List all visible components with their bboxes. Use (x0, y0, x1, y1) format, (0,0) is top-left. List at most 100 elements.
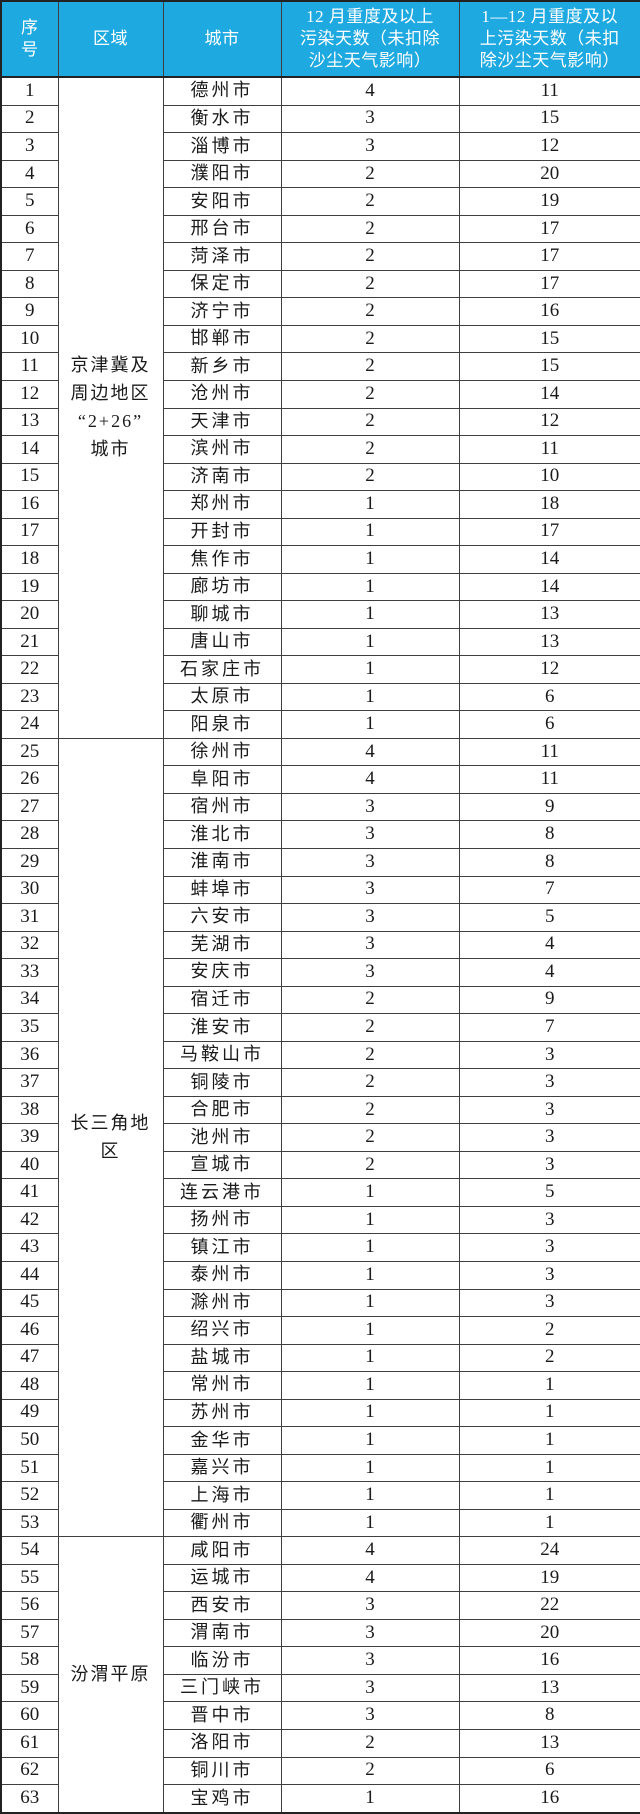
city-cell: 扬州市 (162, 1205, 282, 1235)
table-row: 51 嘉兴市 1 1 (0, 1453, 640, 1483)
table-row: 8 保定市 2 17 (0, 269, 640, 299)
serial-cell: 9 (0, 297, 59, 326)
city-cell: 镇江市 (162, 1233, 282, 1262)
serial-cell: 31 (0, 903, 59, 932)
dec-days-cell: 1 (280, 1260, 460, 1290)
annual-days-cell: 3 (458, 1068, 640, 1097)
annual-days-cell: 3 (458, 1233, 640, 1262)
annual-days-cell: 17 (458, 214, 640, 244)
city-cell: 菏泽市 (162, 242, 282, 271)
city-cell: 德州市 (162, 76, 282, 106)
city-cell: 宿州市 (162, 792, 282, 822)
city-cell: 宣城市 (162, 1150, 282, 1180)
table-row: 15 济南市 2 10 (0, 462, 640, 492)
dec-days-cell: 3 (280, 820, 460, 849)
city-cell: 淮安市 (162, 1013, 282, 1042)
dec-days-cell: 2 (280, 352, 460, 381)
annual-days-cell: 8 (458, 820, 640, 849)
dec-days-cell: 1 (280, 1453, 460, 1483)
city-cell: 新乡市 (162, 352, 282, 381)
serial-cell: 40 (0, 1150, 59, 1180)
serial-cell: 11 (0, 352, 59, 381)
dec-days-cell: 1 (280, 490, 460, 519)
annual-days-cell: 12 (458, 407, 640, 437)
dec-days-cell: 3 (280, 1701, 460, 1730)
city-cell: 太原市 (162, 682, 282, 712)
dec-days-cell: 3 (280, 1646, 460, 1675)
annual-days-cell: 8 (458, 1701, 640, 1730)
annual-days-cell: 5 (458, 1178, 640, 1207)
city-cell: 马鞍山市 (162, 1040, 282, 1070)
dec-days-cell: 1 (280, 682, 460, 712)
annual-days-cell: 4 (458, 958, 640, 987)
annual-days-cell: 1 (458, 1398, 640, 1428)
city-cell: 唐山市 (162, 627, 282, 657)
annual-days-cell: 14 (458, 545, 640, 574)
serial-cell: 34 (0, 985, 59, 1015)
serial-cell: 13 (0, 407, 59, 437)
table-row: 48 常州市 1 1 (0, 1371, 640, 1400)
table-row: 55 运城市 4 19 (0, 1563, 640, 1593)
annual-days-cell: 19 (458, 1563, 640, 1593)
serial-cell: 52 (0, 1481, 59, 1510)
annual-days-cell: 16 (458, 297, 640, 326)
dec-days-cell: 3 (280, 875, 460, 905)
table-header: 序 号 区域 城市 12 月重度及以上 污染天数（未扣除 沙尘天气影响） 1—1… (0, 0, 640, 78)
dec-days-cell: 2 (280, 407, 460, 437)
table-row: 33 安庆市 3 4 (0, 958, 640, 987)
annual-days-cell: 3 (458, 1095, 640, 1125)
serial-cell: 26 (0, 765, 59, 794)
dec-days-cell: 1 (280, 1426, 460, 1455)
table-row: 9 济宁市 2 16 (0, 297, 640, 326)
table-row: 45 滁州市 1 3 (0, 1288, 640, 1318)
annual-days-cell: 14 (458, 572, 640, 602)
city-cell: 郑州市 (162, 490, 282, 519)
city-cell: 咸阳市 (162, 1536, 282, 1565)
dec-days-cell: 3 (280, 132, 460, 161)
city-cell: 渭南市 (162, 1618, 282, 1648)
annual-days-cell: 11 (458, 435, 640, 464)
serial-cell: 4 (0, 159, 59, 189)
dec-days-cell: 3 (280, 903, 460, 932)
annual-days-cell: 11 (458, 76, 640, 106)
table-row: 13 天津市 2 12 (0, 407, 640, 437)
annual-days-cell: 3 (458, 1260, 640, 1290)
city-cell: 上海市 (162, 1481, 282, 1510)
col-header-dec-days: 12 月重度及以上 污染天数（未扣除 沙尘天气影响） (280, 0, 460, 78)
dec-days-cell: 3 (280, 104, 460, 134)
table-row: 31 六安市 3 5 (0, 903, 640, 932)
table-row: 41 连云港市 1 5 (0, 1178, 640, 1207)
dec-days-cell: 1 (280, 1481, 460, 1510)
dec-days-cell: 2 (280, 1013, 460, 1042)
serial-cell: 12 (0, 379, 59, 409)
table-row: 17 开封市 1 17 (0, 517, 640, 547)
serial-cell: 56 (0, 1591, 59, 1620)
annual-days-cell: 3 (458, 1150, 640, 1180)
serial-cell: 32 (0, 930, 59, 960)
serial-cell: 47 (0, 1343, 59, 1373)
table-row: 22 石家庄市 1 12 (0, 655, 640, 684)
table-row: 20 聊城市 1 13 (0, 600, 640, 629)
city-cell: 滁州市 (162, 1288, 282, 1318)
annual-days-cell: 6 (458, 682, 640, 712)
table-row: 11 新乡市 2 15 (0, 352, 640, 381)
city-cell: 开封市 (162, 517, 282, 547)
col-header-annual-days: 1—12 月重度及以 上污染天数（未扣 除沙尘天气影响） (458, 0, 640, 78)
city-cell: 淮北市 (162, 820, 282, 849)
serial-cell: 29 (0, 848, 59, 877)
serial-cell: 23 (0, 682, 59, 712)
city-cell: 阜阳市 (162, 765, 282, 794)
annual-days-cell: 9 (458, 792, 640, 822)
table-row: 46 绍兴市 1 2 (0, 1316, 640, 1345)
table-row: 59 三门峡市 3 13 (0, 1673, 640, 1703)
city-cell: 宿迁市 (162, 985, 282, 1015)
dec-days-cell: 2 (280, 214, 460, 244)
city-cell: 徐州市 (162, 737, 282, 767)
dec-days-cell: 4 (280, 76, 460, 106)
serial-cell: 5 (0, 187, 59, 216)
serial-cell: 42 (0, 1205, 59, 1235)
city-cell: 运城市 (162, 1563, 282, 1593)
dec-days-cell: 1 (280, 572, 460, 602)
city-cell: 绍兴市 (162, 1316, 282, 1345)
dec-days-cell: 1 (280, 517, 460, 547)
